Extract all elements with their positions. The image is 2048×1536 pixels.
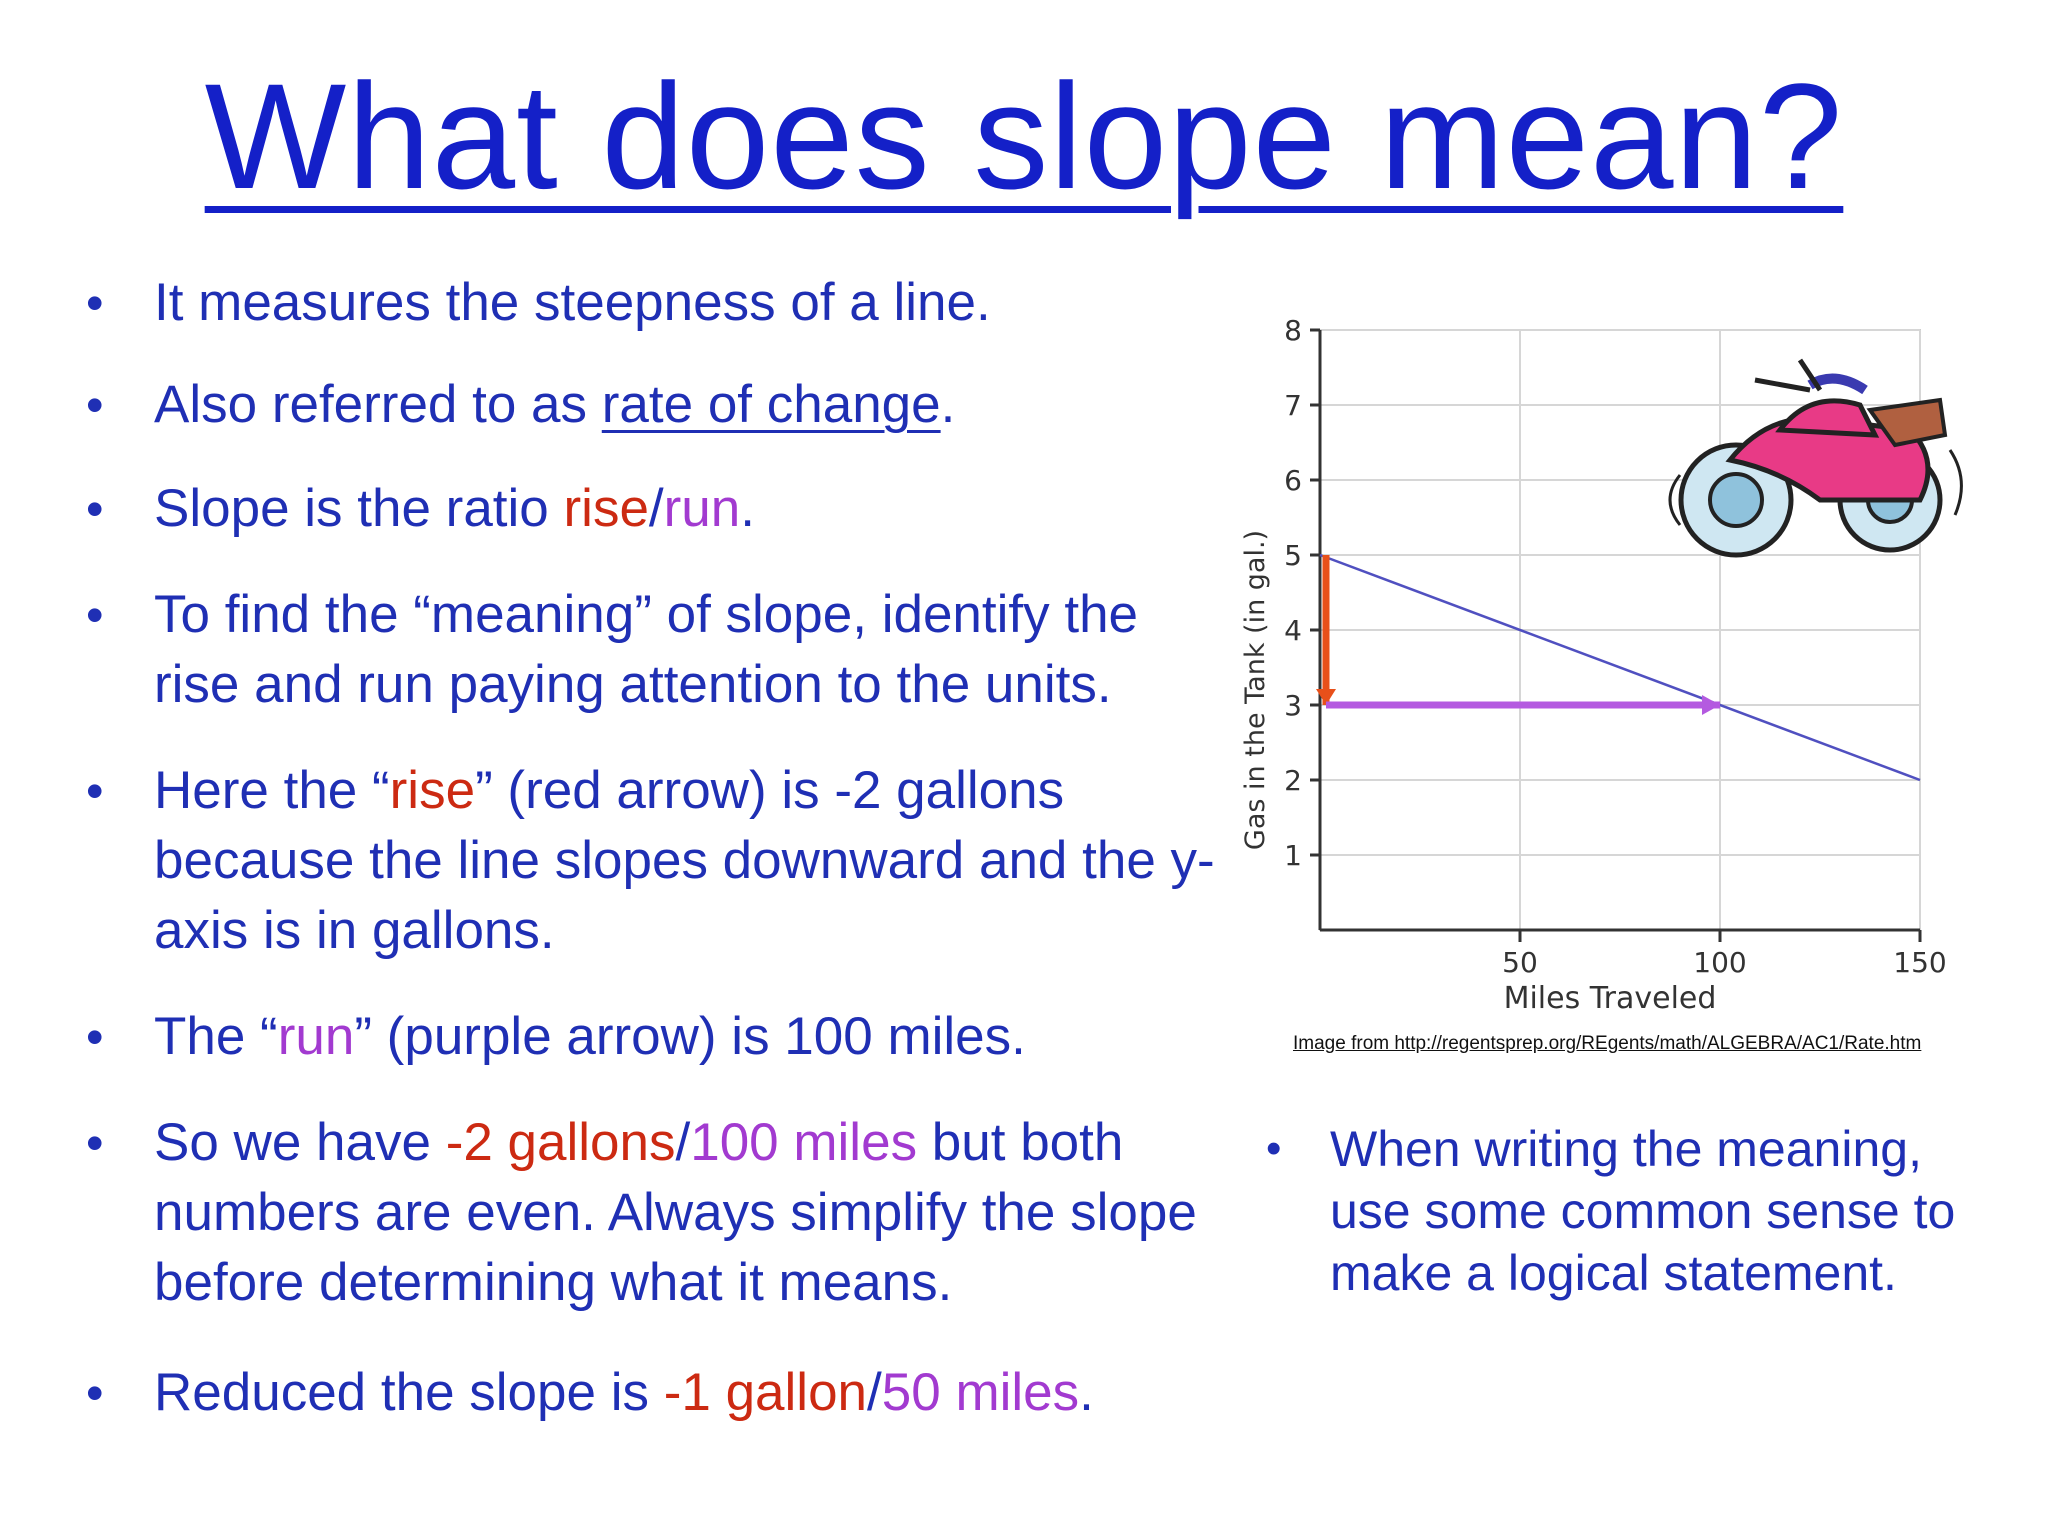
y-tick-label: 7 bbox=[1284, 389, 1302, 422]
bullet-list: It measures the steepness of a line. Als… bbox=[86, 268, 1226, 1428]
y-tick-label: 4 bbox=[1284, 614, 1302, 647]
y-tick-label: 6 bbox=[1284, 464, 1302, 497]
bullet-reduced: Reduced the slope is -1 gallon/50 miles. bbox=[86, 1358, 1226, 1428]
rise-word: rise bbox=[389, 761, 476, 820]
reduced-rise: -1 gallon bbox=[663, 1363, 868, 1422]
bullet-steepness: It measures the steepness of a line. bbox=[86, 268, 1226, 338]
run-arrowhead bbox=[1702, 695, 1720, 715]
bullet-common-sense: When writing the meaning, use some commo… bbox=[1262, 1118, 2002, 1304]
x-axis-label: Miles Traveled bbox=[1504, 981, 1717, 1010]
y-axis-label: Gas in the Tank (in gal.) bbox=[1240, 530, 1271, 850]
motorcycle-icon bbox=[1668, 358, 1963, 558]
bullet-run-explanation: The “run” (purple arrow) is 100 miles. bbox=[86, 1002, 1226, 1072]
rise-arrowhead bbox=[1316, 689, 1336, 705]
y-tick-label: 8 bbox=[1284, 314, 1302, 347]
chart-arrows bbox=[1316, 555, 1720, 715]
y-tick-label: 5 bbox=[1284, 539, 1302, 572]
bullet-simplify: So we have -2 gallons/100 miles but both… bbox=[86, 1108, 1226, 1318]
series-line bbox=[1319, 553, 1921, 782]
bullet-rise-explanation: Here the “rise” (red arrow) is -2 gallon… bbox=[86, 756, 1226, 966]
y-tick-label: 3 bbox=[1284, 689, 1302, 722]
rise-word: rise bbox=[563, 479, 649, 538]
x-tick-label: 150 bbox=[1893, 946, 1946, 979]
rate-of-change-text: rate of change bbox=[601, 375, 941, 434]
y-tick-label: 1 bbox=[1284, 839, 1302, 872]
x-tick-label: 100 bbox=[1693, 946, 1746, 979]
x-tick-label: 50 bbox=[1502, 946, 1538, 979]
side-bullet-list: When writing the meaning, use some commo… bbox=[1262, 1118, 2002, 1304]
slide-title: What does slope mean? bbox=[204, 52, 1844, 220]
bullet-rate-of-change: Also referred to as rate of change. bbox=[86, 370, 1226, 440]
bullet-ratio: Slope is the ratio rise/run. bbox=[86, 474, 1226, 544]
run-word: run bbox=[663, 479, 741, 538]
y-tick-label: 2 bbox=[1284, 764, 1302, 797]
chart-series bbox=[1319, 553, 1921, 782]
image-credit: Image from http://regentsprep.org/REgent… bbox=[1293, 1033, 1922, 1054]
chart-svg: 1 2 3 4 5 6 7 8 50 100 150 Miles Traveled Gas in t… bbox=[1240, 314, 1963, 1016]
reduced-run: 50 miles bbox=[881, 1363, 1080, 1422]
bullet-meaning: To find the “meaning” of slope, identify… bbox=[86, 580, 1226, 720]
slope-chart: 1 2 3 4 5 6 7 8 50 100 150 Miles Traveled Gas in t… bbox=[1230, 290, 1990, 1016]
rise-value: -2 gallons bbox=[445, 1113, 676, 1172]
chart-ticks: 1 2 3 4 5 6 7 8 50 100 150 bbox=[1284, 314, 1947, 979]
run-word: run bbox=[277, 1007, 355, 1066]
run-value: 100 miles bbox=[690, 1113, 918, 1172]
